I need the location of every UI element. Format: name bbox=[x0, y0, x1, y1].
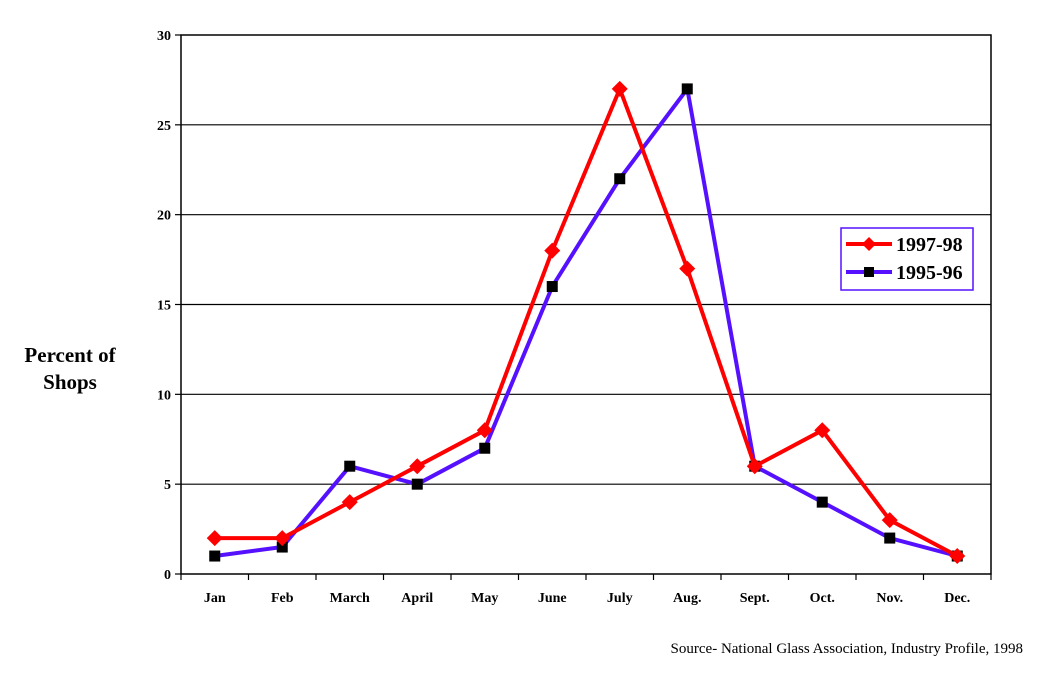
series-1995-96 bbox=[209, 83, 963, 562]
y-tick-label-25: 25 bbox=[157, 119, 171, 134]
legend-marker-1995-96 bbox=[864, 267, 874, 277]
x-tick-label-oct: Oct. bbox=[810, 591, 835, 606]
y-tick-labels: 0 5 10 15 20 25 30 bbox=[157, 29, 171, 583]
x-tick-label-may: May bbox=[471, 591, 498, 606]
point-1995-96-3 bbox=[411, 478, 423, 490]
x-tick-label-aug: Aug. bbox=[673, 591, 701, 606]
point-1995-96-5 bbox=[546, 281, 558, 293]
y-tick-label-30: 30 bbox=[157, 29, 171, 44]
series-line-1995-96 bbox=[214, 86, 958, 558]
x-tick-label-jan: Jan bbox=[204, 591, 226, 606]
point-1995-96-4 bbox=[479, 442, 491, 454]
point-1997-98-4 bbox=[476, 422, 493, 439]
point-1995-96-0 bbox=[209, 550, 221, 562]
point-1997-98-1 bbox=[274, 530, 291, 547]
x-tick-label-feb: Feb bbox=[271, 591, 294, 606]
y-axis-label-line-2: Shops bbox=[43, 370, 97, 394]
point-1995-96-2 bbox=[344, 460, 356, 472]
x-tick-label-sept: Sept. bbox=[740, 591, 770, 606]
x-tick-label-march: March bbox=[330, 591, 370, 606]
point-1995-96-7 bbox=[681, 83, 693, 95]
point-1997-98-9 bbox=[814, 422, 831, 439]
point-1997-98-2 bbox=[341, 494, 358, 511]
x-tick-label-june: June bbox=[538, 591, 567, 606]
series-1997-98 bbox=[206, 80, 966, 565]
y-axis-label-line-1: Percent of bbox=[24, 343, 116, 367]
x-tick-labels: Jan Feb March April May June July Aug. Sept. Oct.… bbox=[204, 591, 970, 606]
legend: 1997-98 1995-96 bbox=[840, 227, 974, 291]
grid-lines bbox=[181, 124, 991, 485]
point-1995-96-9 bbox=[816, 496, 828, 508]
legend-marker-1997-98 bbox=[862, 237, 876, 251]
x-tick-label-nov: Nov. bbox=[876, 591, 903, 606]
point-1995-96-10 bbox=[884, 532, 896, 544]
axis-ticks bbox=[175, 34, 992, 580]
y-tick-label-5: 5 bbox=[164, 478, 171, 493]
point-1997-98-5 bbox=[544, 242, 561, 259]
point-1997-98-0 bbox=[206, 530, 223, 547]
point-1997-98-3 bbox=[409, 458, 426, 475]
x-tick-label-july: July bbox=[607, 591, 633, 606]
legend-label-1997-98: 1997-98 bbox=[896, 234, 963, 256]
y-tick-label-0: 0 bbox=[164, 568, 171, 583]
series-layer bbox=[206, 80, 966, 565]
point-1997-98-11 bbox=[949, 548, 966, 565]
source-note: Source- National Glass Association, Indu… bbox=[671, 641, 1023, 657]
point-1995-96-1 bbox=[276, 541, 288, 553]
x-tick-label-april: April bbox=[401, 591, 433, 606]
legend-box bbox=[840, 227, 974, 291]
y-tick-label-15: 15 bbox=[157, 299, 171, 314]
series-line-1997-98 bbox=[214, 86, 959, 558]
point-1997-98-10 bbox=[881, 512, 898, 529]
y-tick-label-10: 10 bbox=[157, 388, 171, 403]
point-1997-98-8 bbox=[746, 458, 763, 475]
x-tick-label-dec: Dec. bbox=[944, 591, 970, 606]
point-1997-98-7 bbox=[679, 260, 696, 277]
point-1995-96-6 bbox=[614, 173, 626, 185]
point-1997-98-6 bbox=[611, 80, 628, 97]
legend-label-1995-96: 1995-96 bbox=[896, 262, 963, 284]
y-tick-label-20: 20 bbox=[157, 209, 171, 224]
